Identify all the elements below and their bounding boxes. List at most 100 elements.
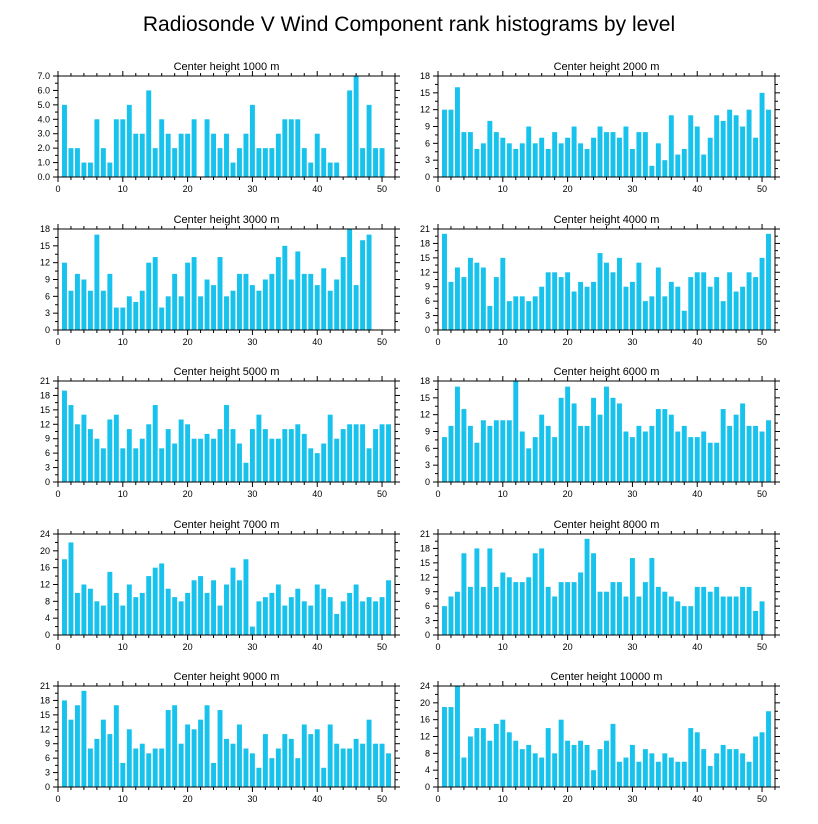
bar <box>701 586 707 635</box>
bar <box>68 542 74 635</box>
histogram-panel-2: Center height 2000 m 0 10 20 30 40 50 0 3 6 9 12 15 1… <box>420 61 780 194</box>
y-tick-label: 9 <box>45 434 50 444</box>
bar <box>262 597 268 636</box>
x-tick-label: 40 <box>312 337 322 347</box>
x-tick-label: 0 <box>55 184 60 194</box>
bar <box>288 738 294 787</box>
y-tick-label: 9 <box>425 427 430 437</box>
bar <box>204 433 210 482</box>
y-tick-label: 0 <box>425 782 430 792</box>
bar <box>62 700 67 787</box>
bar <box>269 438 275 482</box>
bar <box>159 448 165 482</box>
bar <box>454 267 460 330</box>
bar <box>172 443 178 482</box>
bar <box>321 588 327 635</box>
bar <box>94 119 100 177</box>
bar <box>198 576 204 635</box>
panel-title: Center height 2000 m <box>554 61 660 73</box>
bar <box>578 143 584 177</box>
x-tick-label: 10 <box>498 642 508 652</box>
bar <box>314 285 320 330</box>
bar <box>74 705 80 787</box>
bar <box>474 148 480 177</box>
bar <box>552 596 558 635</box>
bar <box>694 586 700 635</box>
x-tick-label: 40 <box>692 642 702 652</box>
bar <box>366 104 372 177</box>
bar <box>467 425 473 482</box>
x-tick-label: 30 <box>247 489 257 499</box>
bar <box>107 734 113 787</box>
bar <box>217 710 223 787</box>
histogram-panel-3: Center height 3000 m 0 10 20 30 40 50 0 3 6 9 12 15 1… <box>40 214 400 347</box>
bar <box>107 571 113 636</box>
bar <box>617 403 622 482</box>
bar <box>62 390 67 482</box>
y-tick-label: 9 <box>425 282 430 292</box>
bar <box>500 420 506 482</box>
bar <box>746 425 752 482</box>
bar <box>662 296 668 330</box>
histogram-panel-9: Center height 9000 m 0 10 20 30 40 50 0 3 6 9 12 15 1… <box>40 671 400 804</box>
bar <box>256 290 262 330</box>
bar <box>668 757 674 787</box>
bar <box>480 267 486 330</box>
bar <box>211 133 217 177</box>
y-tick-label: 20 <box>420 698 430 708</box>
bar <box>454 386 460 482</box>
bar <box>301 724 307 787</box>
y-tick-label: 12 <box>420 732 430 742</box>
bar <box>655 409 661 482</box>
bar <box>552 437 558 482</box>
bar <box>500 137 506 177</box>
panel-title: Center height 5000 m <box>174 366 280 378</box>
bar <box>759 732 765 787</box>
bar <box>766 711 771 787</box>
bar <box>217 257 223 330</box>
y-tick-label: 21 <box>40 681 50 691</box>
bar <box>733 596 739 635</box>
bar <box>604 386 609 482</box>
bar <box>146 262 152 330</box>
y-tick-label: 9 <box>425 587 430 597</box>
bar <box>675 154 681 177</box>
bar <box>224 738 229 787</box>
y-tick-label: 4 <box>45 613 50 623</box>
bar <box>688 277 694 330</box>
bar <box>269 592 275 635</box>
bar <box>249 753 255 787</box>
bar <box>347 90 353 177</box>
bar <box>100 290 106 330</box>
y-tick-label: 7.0 <box>37 71 50 81</box>
y-tick-label: 3 <box>45 308 50 318</box>
x-tick-label: 30 <box>247 337 257 347</box>
bar <box>94 738 100 787</box>
bar <box>558 582 564 635</box>
x-tick-label: 20 <box>563 794 573 804</box>
bar <box>701 272 707 330</box>
y-tick-label: 15 <box>420 253 430 263</box>
bar <box>545 728 551 787</box>
bar <box>571 126 577 177</box>
bar <box>107 419 113 482</box>
bar <box>500 257 506 330</box>
bar <box>448 425 454 482</box>
y-tick-label: 15 <box>420 88 430 98</box>
bar <box>360 148 366 177</box>
bar <box>759 92 765 177</box>
bar <box>81 279 87 330</box>
bar <box>506 732 512 787</box>
bar <box>461 757 467 787</box>
bar <box>539 757 545 787</box>
figure-title: Radiosonde V Wind Component rank histogr… <box>143 13 675 36</box>
bar <box>629 281 635 330</box>
bar <box>500 572 506 635</box>
bar <box>113 705 119 787</box>
bar <box>191 119 197 177</box>
bar <box>552 753 558 787</box>
bar <box>539 137 545 177</box>
bar <box>379 148 385 177</box>
bar <box>707 286 713 330</box>
histogram-panel-1: Center height 1000 m 0 10 20 30 40 50 0.0 1.0 2.0… <box>37 61 400 194</box>
